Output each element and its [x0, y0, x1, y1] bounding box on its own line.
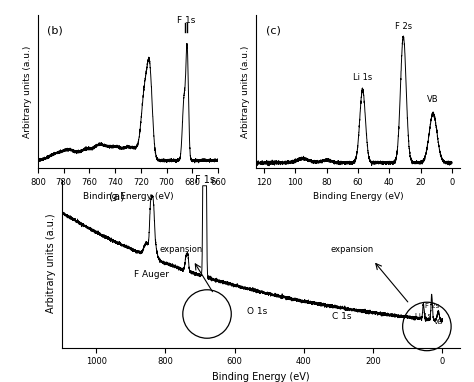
- Text: F 1s: F 1s: [177, 16, 195, 25]
- X-axis label: Binding Energy (eV): Binding Energy (eV): [82, 193, 173, 201]
- Y-axis label: Arbitrary units (a.u.): Arbitrary units (a.u.): [23, 45, 32, 138]
- Text: Li 1s: Li 1s: [353, 73, 372, 82]
- X-axis label: Binding Energy (eV): Binding Energy (eV): [312, 193, 403, 201]
- Text: C 1s: C 1s: [332, 312, 352, 322]
- Text: F 2s: F 2s: [425, 303, 439, 309]
- Text: (b): (b): [47, 26, 63, 36]
- Text: (a): (a): [109, 192, 125, 202]
- Text: O 1s: O 1s: [247, 308, 267, 317]
- Text: expansion: expansion: [159, 245, 203, 254]
- Y-axis label: Arbitrary units (a.u.): Arbitrary units (a.u.): [46, 214, 56, 313]
- Text: VB: VB: [428, 95, 439, 104]
- Text: F 1s: F 1s: [195, 175, 215, 185]
- Text: F Auger: F Auger: [134, 270, 169, 279]
- Text: expansion: expansion: [331, 245, 374, 254]
- X-axis label: Binding Energy (eV): Binding Energy (eV): [212, 372, 310, 382]
- Text: F 2s: F 2s: [395, 22, 412, 31]
- Text: (c): (c): [266, 26, 281, 36]
- Text: VB: VB: [434, 319, 443, 325]
- Y-axis label: Arbitrary units (a.u.): Arbitrary units (a.u.): [241, 45, 250, 138]
- Text: Li 1s: Li 1s: [415, 313, 431, 319]
